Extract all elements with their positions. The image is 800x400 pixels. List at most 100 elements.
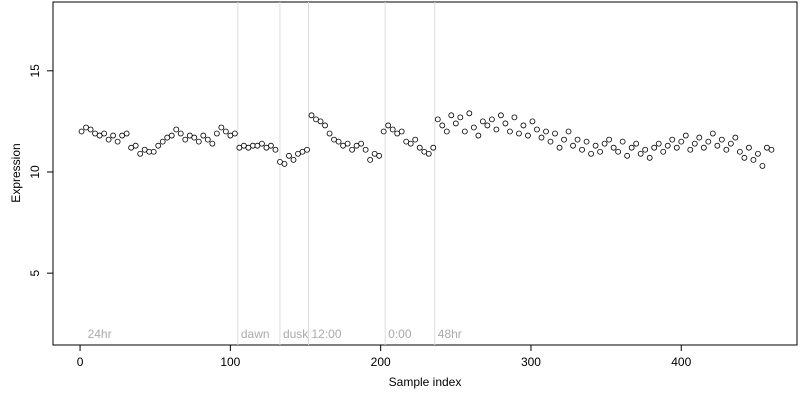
point [746,144,752,151]
point [673,144,680,151]
point [691,140,698,147]
point [574,136,581,143]
point [633,140,640,147]
point [488,116,495,123]
point [461,128,468,135]
point [385,122,392,129]
point [425,150,432,157]
point [759,163,766,169]
point [231,130,238,137]
point [637,150,644,157]
point [543,128,549,135]
point [520,122,527,129]
point [642,146,649,153]
x-tick-label: 300 [521,355,541,369]
point [525,132,531,139]
point [624,152,631,159]
point [538,134,545,141]
point [601,140,608,147]
point [507,128,513,135]
point [457,114,464,121]
point [380,128,387,135]
point [123,130,130,137]
x-tick-label: 100 [220,355,240,369]
annotation: 0:00 [388,327,412,341]
annotation: 48hr [438,327,462,341]
annotation: 24hr [88,327,112,341]
point [204,136,211,143]
point [159,138,166,145]
point [105,136,112,143]
plot-frame [52,1,798,346]
point [259,140,265,147]
point [529,118,536,125]
point [398,128,405,135]
point [709,130,716,137]
point [268,142,274,149]
point [452,120,459,127]
point [389,126,396,133]
point [651,144,658,151]
point [606,136,613,143]
point [304,146,310,153]
point [322,122,328,129]
point [182,136,189,143]
annotation: dawn [241,327,270,341]
point [222,128,229,135]
point [682,132,689,139]
point [534,126,540,133]
point [714,142,721,149]
point [475,132,482,139]
point [443,128,450,135]
annotation: dusk [283,327,309,341]
point [727,140,734,147]
point [439,122,446,129]
point [317,118,324,125]
point [615,148,622,155]
x-tick-label: 200 [371,355,391,369]
point [416,144,423,151]
point [218,124,225,131]
point [556,144,563,151]
point [664,142,671,149]
point [168,132,175,139]
point [281,160,288,167]
point [619,138,626,145]
point [470,124,477,131]
point [516,130,522,137]
point [660,148,667,155]
point [434,116,441,123]
x-tick-label: 0 [77,355,84,369]
point [335,138,342,145]
y-tick-label: 15 [28,64,42,78]
point [137,150,144,157]
point [579,146,585,153]
point [326,130,333,137]
point [150,148,157,155]
point [155,142,162,149]
x-axis-label: Sample index [389,375,462,389]
point [552,130,558,137]
point [376,152,383,159]
point [407,140,414,147]
point [479,118,486,125]
point [114,138,121,145]
point [493,126,500,133]
point [561,136,567,143]
point [655,140,662,147]
point [448,112,455,119]
point [669,136,676,143]
point [700,144,707,151]
point [736,148,743,155]
point [209,140,216,147]
point [110,132,117,139]
point [466,110,473,117]
y-tick-label: 10 [28,165,42,179]
point [732,134,739,141]
point [200,132,207,139]
point [308,112,315,119]
point [723,146,730,153]
point [583,138,590,145]
point [177,130,184,137]
annotation: 12:00 [312,327,342,341]
